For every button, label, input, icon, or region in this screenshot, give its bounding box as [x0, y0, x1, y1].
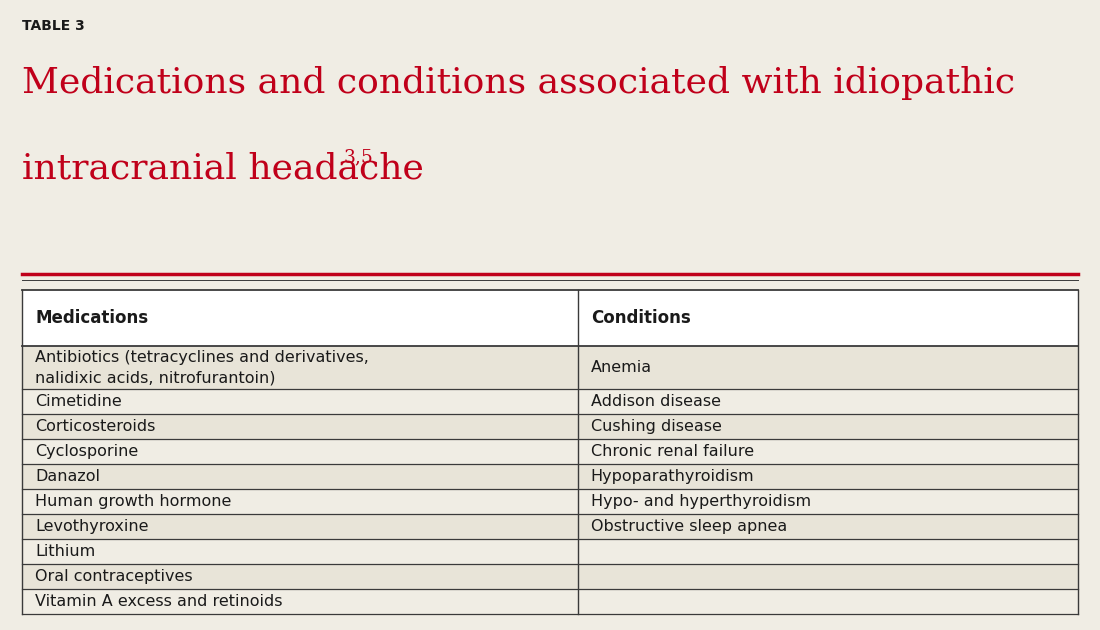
Bar	[22, 414, 578, 439]
Text: Corticosteroids: Corticosteroids	[35, 419, 155, 434]
Text: TABLE 3: TABLE 3	[22, 19, 85, 33]
Text: Chronic renal failure: Chronic renal failure	[591, 444, 754, 459]
Text: Addison disease: Addison disease	[591, 394, 720, 409]
Text: Oral contraceptives: Oral contraceptives	[35, 570, 192, 584]
Bar	[578, 564, 1078, 589]
Bar	[22, 389, 578, 414]
Bar	[578, 489, 1078, 514]
Bar	[22, 589, 578, 614]
Text: Obstructive sleep apnea: Obstructive sleep apnea	[591, 519, 786, 534]
Text: Antibiotics (tetracyclines and derivatives,
nalidixic acids, nitrofurantoin): Antibiotics (tetracyclines and derivativ…	[35, 350, 370, 385]
Bar	[22, 564, 578, 589]
Text: Hypo- and hyperthyroidism: Hypo- and hyperthyroidism	[591, 494, 811, 509]
Text: Medications: Medications	[35, 309, 148, 327]
Text: Cushing disease: Cushing disease	[591, 419, 722, 434]
Bar	[578, 439, 1078, 464]
Bar	[578, 514, 1078, 539]
Bar	[22, 439, 578, 464]
Bar	[22, 489, 578, 514]
Text: Vitamin A excess and retinoids: Vitamin A excess and retinoids	[35, 594, 283, 609]
Text: Lithium: Lithium	[35, 544, 96, 559]
Text: Cimetidine: Cimetidine	[35, 394, 122, 409]
Bar	[22, 539, 578, 564]
Text: Anemia: Anemia	[591, 360, 652, 375]
Bar	[578, 414, 1078, 439]
Bar	[578, 464, 1078, 489]
Text: Hypoparathyroidism: Hypoparathyroidism	[591, 469, 755, 484]
Bar	[22, 514, 578, 539]
Bar	[578, 589, 1078, 614]
Bar	[22, 464, 578, 489]
Text: Cyclosporine: Cyclosporine	[35, 444, 139, 459]
Text: 3,5: 3,5	[343, 148, 373, 166]
Bar	[578, 539, 1078, 564]
Text: intracranial headache: intracranial headache	[22, 151, 424, 185]
Bar	[22, 346, 578, 389]
Text: Danazol: Danazol	[35, 469, 100, 484]
Bar	[578, 389, 1078, 414]
Bar	[578, 346, 1078, 389]
Text: Conditions: Conditions	[591, 309, 691, 327]
Text: Human growth hormone: Human growth hormone	[35, 494, 232, 509]
Text: Levothyroxine: Levothyroxine	[35, 519, 148, 534]
Text: Medications and conditions associated with idiopathic: Medications and conditions associated wi…	[22, 66, 1015, 100]
Bar	[22, 290, 1078, 346]
